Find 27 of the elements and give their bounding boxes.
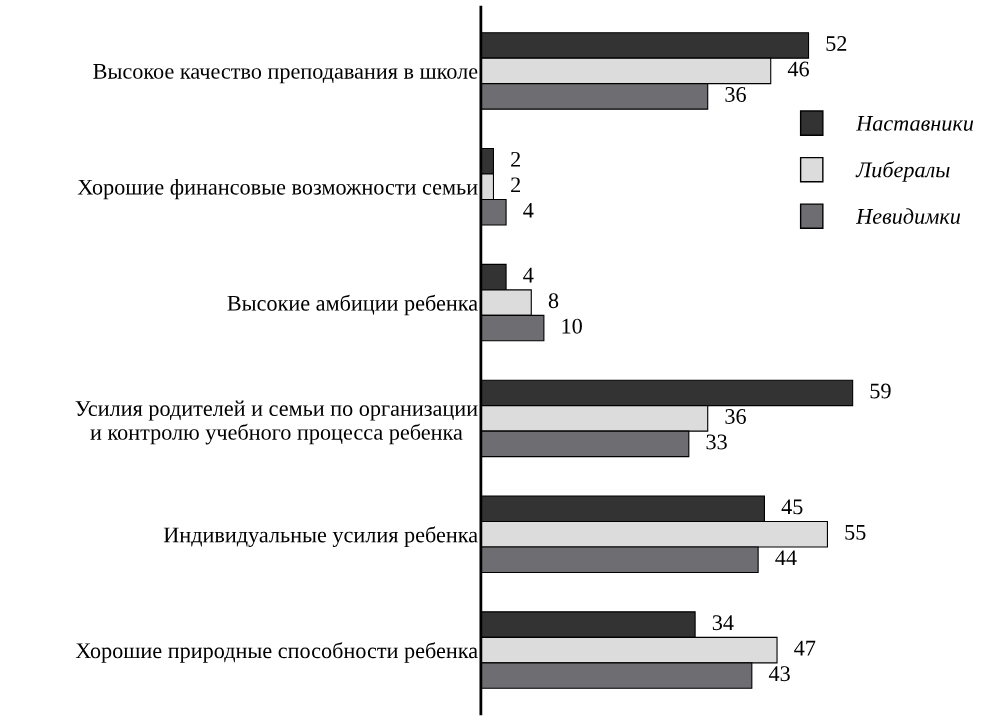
data-label: 36 — [725, 87, 746, 102]
data-label: 4 — [523, 202, 534, 218]
data-label: 46 — [787, 61, 809, 77]
legend-label: Невидимки — [855, 208, 961, 224]
data-label: 43 — [768, 666, 790, 682]
y-tick-label: Хорошие финансовые возможности семьи — [77, 179, 478, 200]
data-label: 33 — [706, 434, 727, 450]
data-label: 10 — [562, 318, 582, 334]
data-label: 8 — [548, 293, 559, 309]
y-tick-label: Индивидуальные усилия ребенка — [163, 526, 478, 547]
legend-label: Наставники — [855, 116, 974, 131]
y-tick-label: Высокие амбиции ребенка — [227, 294, 478, 316]
data-label: 44 — [775, 550, 797, 566]
y-tick-label: Усилия родителей и семьи по организации и контролю учебного процесса ребенка — [75, 400, 478, 445]
data-label: 52 — [826, 36, 847, 51]
data-label: 55 — [845, 525, 866, 540]
data-label: 34 — [712, 615, 734, 631]
data-label: 45 — [781, 499, 803, 515]
legend-label: Либералы — [855, 161, 950, 182]
data-label: 47 — [794, 640, 816, 656]
data-label: 36 — [725, 409, 746, 424]
y-tick-label: Хорошие природные способности ребенка — [75, 642, 478, 663]
y-tick-label: Высокое качество преподавания в школе — [93, 64, 478, 84]
data-label: 2 — [511, 151, 521, 167]
data-label: 4 — [523, 267, 534, 283]
data-label: 2 — [511, 177, 521, 193]
data-label: 59 — [870, 383, 891, 399]
